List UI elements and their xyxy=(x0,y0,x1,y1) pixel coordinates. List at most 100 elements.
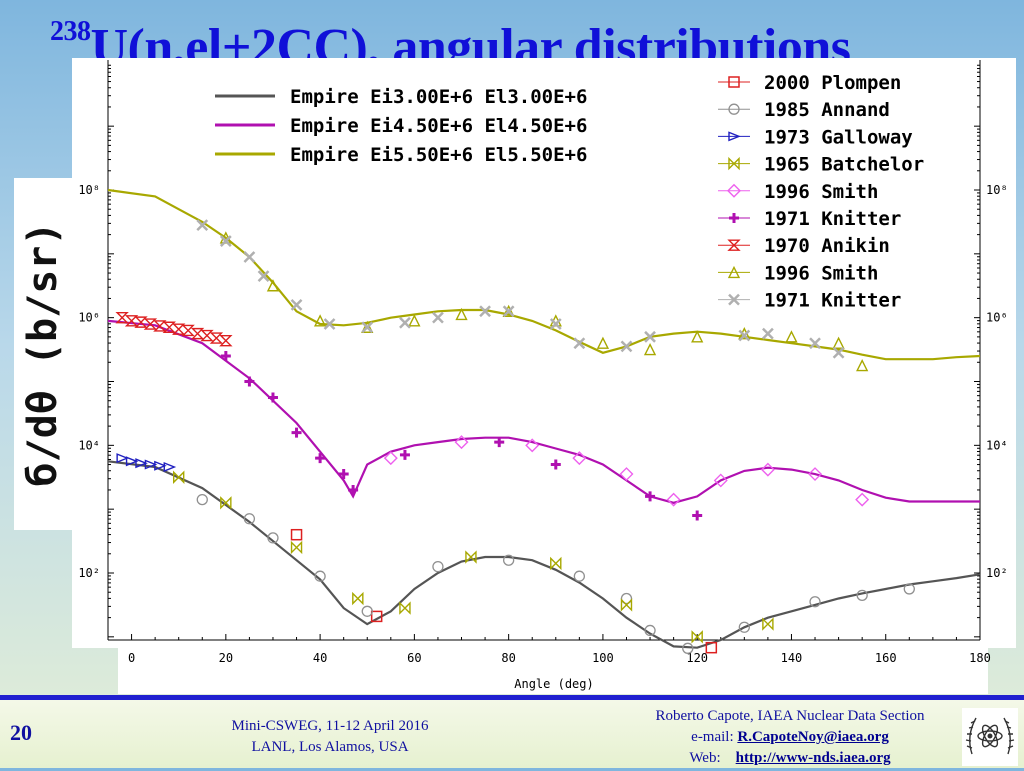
data-point-7 xyxy=(181,324,195,337)
data-point-9 xyxy=(243,251,256,263)
data-point-8 xyxy=(266,279,280,292)
data-point-4 xyxy=(352,591,364,606)
data-point-4 xyxy=(762,617,774,631)
data-point-5 xyxy=(572,451,587,466)
web-label: Web: xyxy=(689,750,721,766)
web-link[interactable]: http://www-nds.iaea.org xyxy=(735,750,891,766)
data-point-2 xyxy=(573,570,586,582)
data-point-9 xyxy=(219,235,232,247)
x-tick-label: 160 xyxy=(875,651,897,665)
y-tick-label: 10⁶ xyxy=(78,311,100,325)
data-point-3 xyxy=(125,456,139,467)
data-point-2 xyxy=(196,493,208,506)
data-point-9 xyxy=(502,305,515,318)
data-point-7 xyxy=(134,316,148,328)
model-curve-3 xyxy=(107,188,981,361)
legend-marker-exp-2 xyxy=(728,103,740,115)
data-point-9 xyxy=(432,311,444,324)
data-point-1 xyxy=(705,641,718,654)
data-point-9 xyxy=(290,299,303,311)
data-point-6 xyxy=(399,449,410,460)
legend-label-exp-1: 2000 Plompen xyxy=(764,72,901,94)
y-tick-label-right: 10⁴ xyxy=(986,438,1008,452)
data-point-5 xyxy=(454,435,469,450)
data-point-6 xyxy=(315,453,326,464)
data-point-5 xyxy=(666,492,681,507)
data-point-5 xyxy=(808,467,823,482)
legend-marker-exp-9 xyxy=(728,293,740,306)
legend-marker-exp-8 xyxy=(727,265,741,279)
y-tick-label: 10² xyxy=(78,566,100,580)
data-point-9 xyxy=(832,346,845,359)
author-info: Roberto Capote, IAEA Nuclear Data Sectio… xyxy=(610,706,970,769)
event-line-2: LANL, Los Alamos, USA xyxy=(251,739,409,755)
data-point-6 xyxy=(267,392,278,403)
x-tick-label: 120 xyxy=(686,651,708,665)
data-point-7 xyxy=(172,323,186,335)
data-point-6 xyxy=(338,469,349,480)
legend-marker-exp-7 xyxy=(727,239,741,251)
event-line-1: Mini-CSWEG, 11-12 April 2016 xyxy=(231,718,429,734)
data-point-8 xyxy=(361,320,374,333)
data-point-5 xyxy=(383,451,398,466)
data-point-4 xyxy=(465,550,477,564)
model-curve-2 xyxy=(107,319,980,504)
data-point-8 xyxy=(856,358,869,372)
data-point-8 xyxy=(596,336,610,349)
footer: 20 Mini-CSWEG, 11-12 April 2016 LANL, Lo… xyxy=(0,700,1024,768)
data-point-2 xyxy=(432,560,444,573)
data-point-8 xyxy=(455,307,468,321)
data-point-9 xyxy=(399,316,411,329)
email-link[interactable]: R.CapoteNoy@iaea.org xyxy=(737,729,889,745)
data-point-9 xyxy=(196,219,209,231)
x-tick-label: 140 xyxy=(781,651,803,665)
data-point-4 xyxy=(550,556,562,571)
legend-marker-exp-1 xyxy=(728,76,740,88)
y-tick-label: 10⁴ xyxy=(78,438,100,452)
legend-label-model-1: Empire Ei3.00E+6 El3.00E+6 xyxy=(290,86,587,108)
legend-label-exp-4: 1965 Batchelor xyxy=(764,154,924,176)
data-point-9 xyxy=(361,321,374,334)
data-point-9 xyxy=(809,337,821,350)
data-point-3 xyxy=(163,462,177,473)
author-line: Roberto Capote, IAEA Nuclear Data Sectio… xyxy=(655,708,925,724)
data-point-2 xyxy=(682,642,694,654)
event-info: Mini-CSWEG, 11-12 April 2016 LANL, Los A… xyxy=(200,716,460,758)
legend-label-exp-6: 1971 Knitter xyxy=(764,208,901,230)
legend-label-exp-3: 1973 Galloway xyxy=(764,126,913,148)
footer-divider xyxy=(0,695,1024,700)
legend-label-exp-2: 1985 Annand xyxy=(764,99,890,121)
x-tick-label: 180 xyxy=(969,651,991,665)
x-tick-label: 0 xyxy=(128,651,135,665)
data-point-2 xyxy=(738,621,750,633)
data-point-5 xyxy=(619,467,634,482)
y-tick-label: 10⁸ xyxy=(78,183,100,197)
angular-distribution-chart: 10⁸ 10⁸ 10⁶ 10⁶ 10⁴ 10⁴ 10² 10² 0 20 40 60 80 100 120 1… xyxy=(78,60,1008,691)
data-point-7 xyxy=(124,315,139,327)
data-point-8 xyxy=(691,330,704,343)
data-point-5 xyxy=(713,473,728,488)
data-point-9 xyxy=(644,330,656,343)
web-line: Web: http://www-nds.iaea.org xyxy=(610,748,970,769)
data-point-9 xyxy=(323,318,336,330)
legend-label-exp-8: 1996 Smith xyxy=(764,262,878,284)
y-tick-label-right: 10⁶ xyxy=(986,311,1008,325)
data-point-8 xyxy=(643,343,657,356)
data-point-3 xyxy=(135,458,148,469)
data-point-8 xyxy=(502,304,515,317)
data-point-4 xyxy=(290,540,303,555)
email-label: e-mail: xyxy=(691,729,734,745)
data-point-7 xyxy=(153,320,167,332)
data-point-4 xyxy=(691,630,703,644)
email-line: e-mail: R.CapoteNoy@iaea.org xyxy=(610,727,970,748)
legend-label-model-2: Empire Ei4.50E+6 El4.50E+6 xyxy=(290,115,587,137)
x-axis-label: Angle (deg) xyxy=(514,677,593,691)
data-point-6 xyxy=(291,427,302,438)
data-point-9 xyxy=(257,270,270,283)
data-point-2 xyxy=(644,624,656,637)
data-point-4 xyxy=(399,601,411,615)
data-point-9 xyxy=(573,337,586,350)
iaea-logo-icon xyxy=(962,708,1018,766)
x-tick-label: 40 xyxy=(313,651,327,665)
data-point-2 xyxy=(809,596,821,608)
